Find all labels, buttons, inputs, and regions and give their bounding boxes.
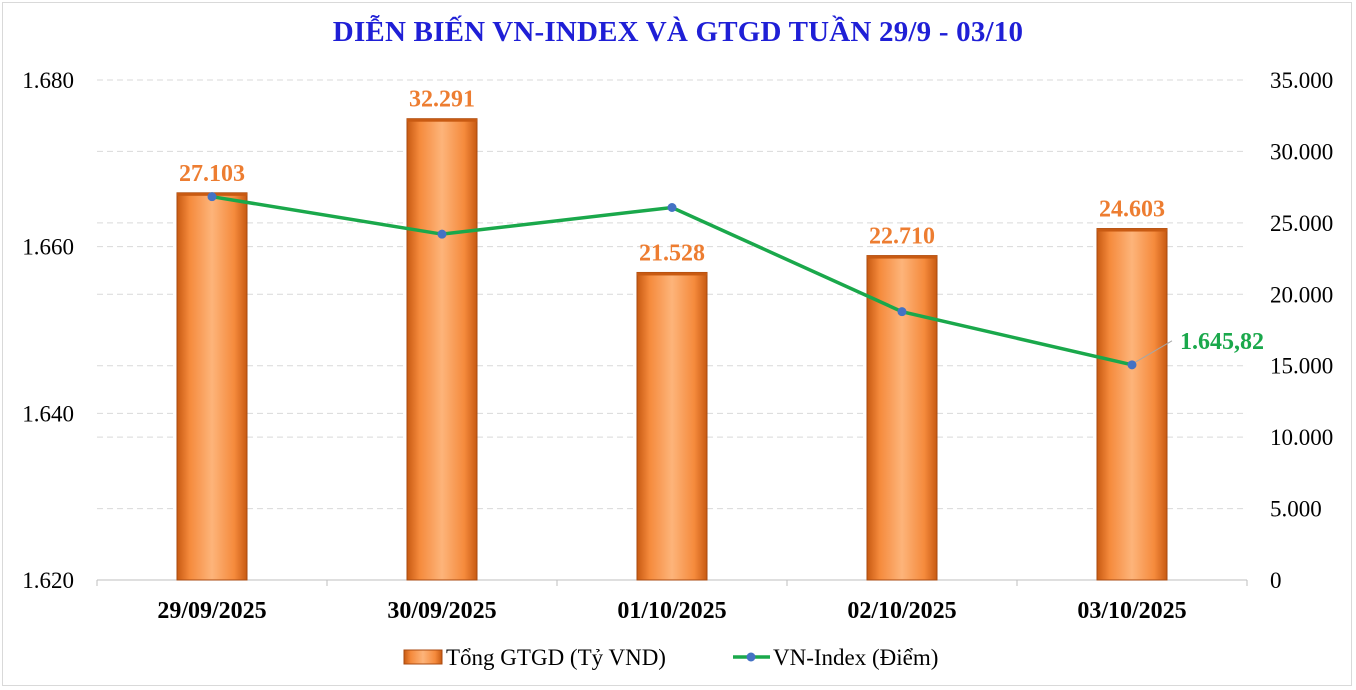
x-tick-label: 29/09/2025 [157, 598, 266, 624]
bar [1096, 228, 1168, 581]
bar [406, 118, 478, 581]
bar-top-edge [407, 118, 477, 122]
x-tick-label: 01/10/2025 [617, 598, 726, 624]
vnindex-point [1127, 360, 1137, 370]
vnindex-last-label: 1.645,82 [1180, 329, 1264, 355]
chart-title: DIỄN BIẾN VN-INDEX VÀ GTGD TUẦN 29/9 - 0… [332, 16, 1024, 48]
bar [636, 271, 708, 581]
legend-line-marker [746, 652, 756, 662]
right-tick-label: 0 [1270, 568, 1282, 593]
bar-top-edge [637, 272, 707, 276]
right-tick-label: 10.000 [1270, 425, 1333, 450]
left-tick-label: 1.680 [22, 68, 74, 93]
vnindex-point [897, 307, 907, 317]
left-tick-label: 1.620 [22, 568, 74, 593]
right-tick-label: 30.000 [1270, 139, 1333, 164]
x-tick-label: 03/10/2025 [1077, 598, 1186, 624]
bar-top-edge [1097, 228, 1167, 232]
bar-data-label: 22.710 [869, 224, 935, 250]
bar-data-label: 27.103 [179, 161, 245, 187]
legend-line-label: VN-Index (Điểm) [773, 645, 938, 670]
vnindex-point [437, 229, 447, 239]
x-tick-label: 02/10/2025 [847, 598, 956, 624]
right-tick-label: 5.000 [1270, 497, 1322, 522]
bar [866, 255, 938, 581]
bar-top-edge [867, 255, 937, 259]
x-tick-label: 30/09/2025 [387, 598, 496, 624]
bar [176, 192, 248, 581]
right-tick-label: 15.000 [1270, 354, 1333, 379]
callout-leader [1135, 340, 1173, 363]
right-tick-label: 25.000 [1270, 211, 1333, 236]
bar-data-label: 24.603 [1099, 197, 1165, 223]
right-tick-label: 35.000 [1270, 68, 1333, 93]
bar-data-label: 21.528 [639, 240, 705, 266]
left-tick-label: 1.660 [22, 235, 74, 260]
bar-data-label: 32.291 [409, 87, 475, 113]
vnindex-point [667, 203, 677, 212]
vnindex-point [207, 192, 217, 202]
legend-bar-label: Tổng GTGD (Tỷ VND) [446, 645, 666, 670]
left-tick-label: 1.640 [22, 401, 74, 426]
legend-bar-swatch [403, 649, 443, 665]
right-tick-label: 20.000 [1270, 282, 1333, 307]
